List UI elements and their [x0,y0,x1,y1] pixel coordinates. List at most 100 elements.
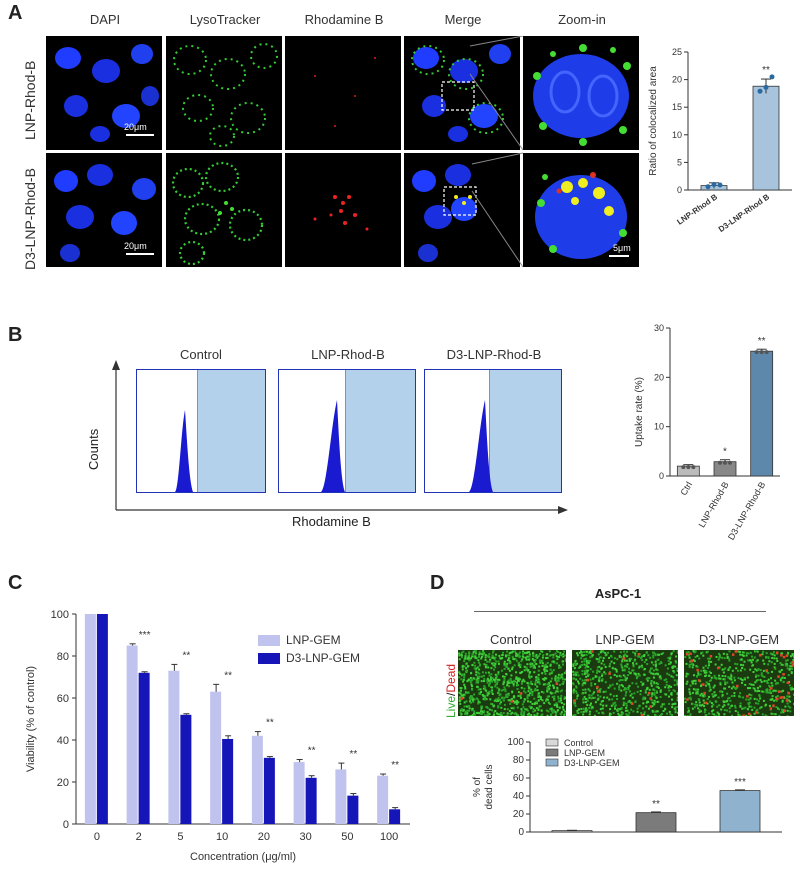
bar-2 [750,350,774,477]
column-title-rhodamine: Rhodamine B [304,12,384,27]
x-tick-label: 2 [136,831,142,843]
significance-mark: *** [734,777,746,788]
micrograph-dapi-row2: 20μm [46,153,162,267]
y-tick-label: 100 [507,737,524,748]
y-tick-label: 10 [672,130,682,140]
bar-D3-LNP-GEM-50 [347,795,359,824]
x-tick-label: 30 [300,831,312,843]
bar-LNP-GEM-20 [251,735,263,824]
legend-swatch-2 [545,758,559,767]
x-tick-label: Ctrl [678,480,694,497]
y-tick-label: 40 [513,791,525,802]
ld-title-lnp-gem: LNP-GEM [595,632,655,647]
data-point [723,460,727,465]
slash-label: / [444,692,458,696]
dead-label: Dead [444,663,458,693]
scale-bar-row1 [126,134,154,136]
legend-label-0: Control [564,738,593,748]
micrograph-zoom-row1 [523,36,639,150]
live-dead-image-lnp-gem [572,650,678,716]
panel-d-label: D [430,572,445,594]
micrograph-merge-row2 [404,153,520,267]
y-tick-label: 0 [677,185,682,195]
significance-mark: ** [308,746,316,757]
column-title-zoom: Zoom-in [558,12,606,27]
flow-xlabel: Rhodamine B [292,514,371,529]
legend-swatch-1 [258,653,280,664]
chart-uptake-rate: 0 10 20 30 Uptake rate (%) Ctrl * LNP-Rhod-B ** D… [634,323,780,542]
data-point [763,84,769,90]
y-tick-label: 20 [654,372,664,382]
histogram-title-lnp: LNP-Rhod-B [311,347,385,362]
scale-label-row1: 20μm [124,122,147,132]
cell-line-divider [474,611,766,612]
y-tick-label: 0 [659,471,664,481]
bar-LNP-GEM-100 [377,775,389,824]
legend-swatch-0 [258,635,280,646]
gate-region [345,370,415,492]
legend-label-1: LNP-GEM [564,748,605,758]
data-point [728,460,732,465]
bar-LNP-GEM-2 [126,645,138,824]
x-tick-label: 50 [341,831,353,843]
x-axis-label: Concentration (μg/ml) [190,851,296,863]
y-tick-label: 25 [672,47,682,57]
data-point [757,88,763,94]
micrograph-dapi-row1: 20μm [46,36,162,150]
y-tick-label: 100 [51,609,69,621]
x-tick-label: 100 [380,831,398,843]
bar-Control [551,830,593,833]
live-dead-side-label: Live/Dead [444,664,458,718]
data-point [754,350,759,355]
legend-swatch-1 [545,748,559,757]
x-tick-label: 0 [94,831,100,843]
bar-D3-LNP-GEM-5 [180,714,192,824]
legend-label-1: D3-LNP-GEM [286,651,360,665]
data-point [686,465,691,470]
row-label-d3-lnp-rhod-b: D3-LNP-Rhod-B [22,168,38,270]
chart-colocalized-area: 0 5 10 15 20 25 Ratio of colocalized area LNP-R… [648,47,792,234]
data-point [717,182,723,188]
panel-b-label: B [8,324,23,346]
y-tick-label: 60 [513,773,525,784]
y-axis-label-line2: dead cells [484,764,495,809]
histogram-lnp-rhod-b [278,369,416,493]
cell-line-title: AsPC-1 [594,586,642,601]
significance-mark: ** [652,799,660,810]
micrograph-merge-row1 [404,36,520,150]
data-point [769,74,775,80]
micrograph-lysotracker-row2 [166,153,282,267]
significance-mark: * [723,447,727,458]
zoom-connector-lines [469,36,524,268]
speckle-layer [458,650,566,716]
significance-mark: ** [762,65,770,76]
y-axis-label-line1: % of [472,777,483,797]
y-tick-label: 15 [672,102,682,112]
bar-LNP-GEM-0 [84,614,96,824]
bar-D3-LNP-GEM [719,790,761,833]
x-tick-label: 10 [216,831,228,843]
flow-axes [112,360,568,514]
micrograph-rhodamine-row1 [285,36,401,150]
live-label: Live [444,695,458,718]
y-axis-label: Ratio of colocalized area [648,66,659,176]
bar-D3-LNP-GEM-10 [222,738,234,824]
scale-bar-row2 [126,253,154,255]
speckle-layer [572,650,678,716]
flow-ylabel: Counts [86,428,101,470]
y-tick-label: 20 [672,75,682,85]
y-tick-label: 10 [654,422,664,432]
data-point [681,465,686,470]
bar-D3-LNP-GEM-30 [305,777,317,824]
x-tick-label: LNP-Rhod B [675,192,719,227]
data-point [759,350,764,355]
scale-label-row2: 20μm [124,241,147,251]
significance-mark: ** [349,749,357,760]
column-title-merge: Merge [444,12,482,27]
histogram-title-d3: D3-LNP-Rhod-B [446,347,542,362]
histogram-control [136,369,266,493]
legend-swatch-0 [545,738,559,747]
row-label-lnp-rhod-b: LNP-Rhod-B [22,60,38,140]
ld-title-d3-lnp-gem: D3-LNP-GEM [698,632,780,647]
data-point [718,460,722,465]
